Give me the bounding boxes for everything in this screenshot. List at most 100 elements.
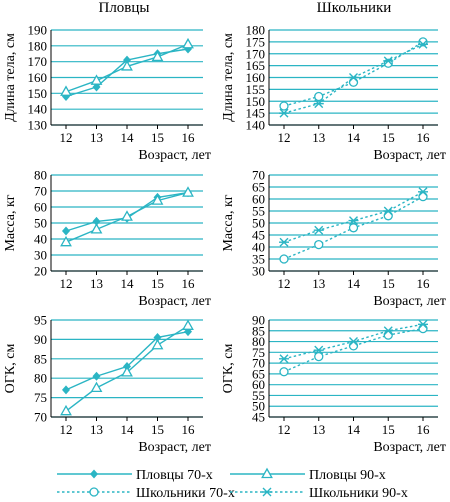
data-point bbox=[279, 101, 289, 111]
y-tick-label: 170 bbox=[246, 46, 266, 61]
x-tick-label: 12 bbox=[60, 276, 73, 291]
legend-label: Школьники 90-х bbox=[309, 486, 408, 497]
data-point bbox=[418, 319, 428, 329]
data-point bbox=[279, 254, 289, 264]
data-point-stroke bbox=[383, 56, 394, 66]
data-point bbox=[92, 371, 101, 381]
data-point bbox=[62, 385, 70, 395]
data-point-stroke bbox=[348, 337, 359, 347]
column-title-swimmers: Пловцы bbox=[98, 0, 149, 16]
data-point bbox=[279, 367, 289, 377]
data-point bbox=[418, 39, 428, 49]
y-tick-label: 50 bbox=[252, 216, 265, 231]
x-tick-label: 12 bbox=[278, 276, 291, 291]
data-point bbox=[60, 85, 72, 96]
y-tick-label: 75 bbox=[252, 345, 265, 360]
x-tick-label: 13 bbox=[312, 276, 325, 291]
x-tick-label: 13 bbox=[312, 130, 325, 145]
data-point bbox=[348, 73, 359, 82]
x-tick-label: 13 bbox=[90, 276, 103, 291]
data-point bbox=[279, 108, 289, 118]
data-point-stroke bbox=[313, 225, 324, 235]
data-point bbox=[121, 210, 133, 221]
y-axis-title: Масса, кг bbox=[221, 194, 236, 251]
y-tick-label: 180 bbox=[28, 38, 48, 53]
data-point bbox=[153, 332, 162, 342]
y-tick-label: 80 bbox=[34, 371, 47, 386]
y-tick-label: 165 bbox=[246, 58, 266, 73]
series-line bbox=[283, 327, 424, 373]
y-tick-label: 60 bbox=[34, 200, 47, 215]
chart-legend: Пловцы 70-х Пловцы 90-х Школьники 70-х Школ… bbox=[57, 467, 408, 501]
data-point bbox=[348, 341, 359, 351]
x-tick-label: 15 bbox=[382, 130, 395, 145]
x-tick-label: 15 bbox=[382, 276, 395, 291]
x-tick-label: 16 bbox=[417, 130, 431, 145]
y-tick-label: 155 bbox=[246, 82, 266, 97]
y-tick-label: 70 bbox=[252, 356, 265, 371]
data-point-stroke bbox=[279, 108, 289, 118]
data-point bbox=[313, 345, 324, 355]
y-tick-label: 60 bbox=[252, 377, 265, 392]
data-point bbox=[182, 37, 194, 49]
x-tick-label: 15 bbox=[151, 422, 164, 437]
data-point bbox=[90, 381, 103, 393]
y-axis-title: Масса, кг bbox=[3, 194, 18, 251]
data-point bbox=[348, 337, 359, 347]
series-line bbox=[283, 41, 424, 107]
y-tick-label: 160 bbox=[28, 70, 48, 85]
x-tick-label: 15 bbox=[151, 130, 164, 145]
legend-marker bbox=[262, 487, 272, 497]
column-title-schoolchildren: Школьники bbox=[317, 0, 392, 16]
data-point bbox=[151, 194, 164, 205]
data-point-stroke bbox=[313, 99, 324, 109]
x-tick-label: 16 bbox=[182, 276, 196, 291]
y-tick-label: 55 bbox=[252, 204, 265, 219]
y-tick-label: 95 bbox=[34, 313, 47, 328]
y-tick-label: 170 bbox=[28, 54, 48, 69]
series-line bbox=[283, 191, 424, 243]
y-tick-label: 35 bbox=[252, 252, 265, 267]
data-point bbox=[62, 226, 70, 236]
y-tick-label: 30 bbox=[252, 264, 265, 279]
y-tick-label: 140 bbox=[28, 102, 48, 117]
series-line bbox=[283, 43, 424, 114]
y-tick-label: 60 bbox=[252, 192, 265, 207]
data-point-stroke bbox=[383, 206, 394, 216]
data-point bbox=[348, 223, 359, 233]
data-point bbox=[383, 330, 393, 340]
x-tick-label: 12 bbox=[60, 422, 73, 437]
data-point bbox=[121, 60, 133, 71]
data-point bbox=[314, 91, 324, 102]
y-tick-label: 85 bbox=[34, 351, 47, 366]
y-tick-label: 50 bbox=[34, 216, 47, 231]
data-point-stroke bbox=[418, 187, 428, 197]
y-tick-label: 85 bbox=[252, 323, 265, 338]
y-tick-label: 55 bbox=[252, 388, 265, 403]
data-point bbox=[279, 354, 289, 364]
x-axis-title: Возраст, лет bbox=[138, 440, 211, 455]
data-point bbox=[383, 206, 394, 216]
y-tick-label: 145 bbox=[246, 106, 266, 121]
data-point-stroke bbox=[418, 319, 428, 329]
legend-marker bbox=[261, 467, 273, 479]
data-point bbox=[90, 74, 103, 85]
data-point bbox=[314, 351, 324, 362]
legend-label: Пловцы 90-х bbox=[309, 468, 386, 483]
x-tick-label: 16 bbox=[182, 130, 196, 145]
x-axis-title: Возраст, лет bbox=[373, 148, 446, 163]
data-point bbox=[151, 50, 164, 62]
x-tick-label: 16 bbox=[417, 276, 431, 291]
data-point bbox=[314, 239, 324, 250]
y-tick-label: 30 bbox=[34, 248, 47, 263]
x-tick-label: 12 bbox=[278, 130, 291, 145]
y-tick-label: 75 bbox=[34, 390, 47, 405]
x-tick-label: 16 bbox=[182, 422, 196, 437]
x-tick-label: 15 bbox=[382, 422, 395, 437]
legend-marker bbox=[90, 469, 98, 479]
